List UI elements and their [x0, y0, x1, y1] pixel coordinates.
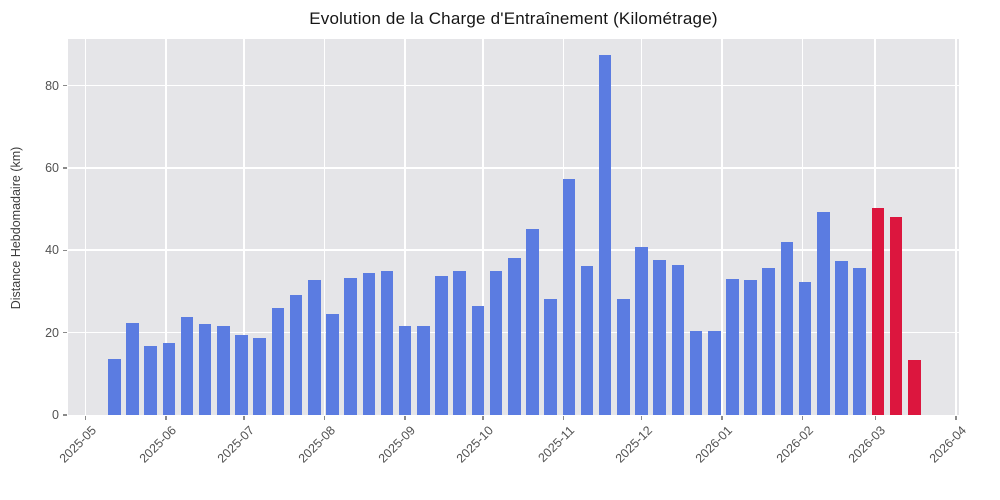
bar-week-2025-07-14	[271, 307, 285, 415]
x-tick-mark	[165, 416, 167, 420]
bar-week-2026-02-02	[798, 281, 812, 415]
bar-week-2025-09-22	[453, 271, 466, 415]
y-tick-mark	[63, 167, 67, 169]
gridline-y-60	[68, 167, 959, 169]
y-tick-label-60: 60	[45, 160, 59, 175]
bar-week-2025-11-17	[598, 55, 612, 415]
bar-week-2025-05-26	[144, 345, 157, 415]
chart-title: Evolution de la Charge d'Entraînement (K…	[309, 9, 718, 28]
x-tick-mark	[874, 416, 877, 420]
x-tick-label-2026-04: 2026-04	[926, 423, 970, 466]
y-tick-label-80: 80	[45, 78, 59, 93]
bar-week-2025-08-04	[326, 313, 339, 415]
gridline-y-40	[68, 249, 959, 252]
x-tick-mark	[801, 416, 804, 420]
gridline-x-2025-08	[323, 39, 326, 415]
y-tick-mark	[63, 331, 67, 334]
x-tick-mark	[955, 416, 957, 420]
bar-week-2025-06-30	[235, 335, 248, 415]
bar-week-2025-11-24	[617, 298, 630, 415]
bar-week-2025-09-29	[471, 306, 485, 415]
y-tick-mark	[63, 414, 67, 416]
y-tick-mark	[63, 249, 67, 252]
bar-week-2025-12-29	[707, 330, 721, 415]
x-tick-label-2025-08: 2025-08	[295, 423, 338, 466]
gridline-x-2025-07	[243, 39, 245, 415]
bar-week-2025-06-16	[198, 323, 212, 415]
x-tick-label-2025-11: 2025-11	[535, 423, 577, 465]
x-tick-label-2025-05: 2025-05	[56, 423, 99, 466]
y-tick-mark	[63, 84, 67, 87]
bar-week-2026-01-12	[744, 280, 757, 415]
x-tick-mark	[84, 416, 87, 420]
x-tick-label-2025-12: 2025-12	[612, 423, 655, 466]
bar-week-2025-07-21	[289, 295, 303, 415]
bar-week-2025-09-08	[417, 326, 430, 415]
x-tick-mark	[482, 416, 484, 420]
x-tick-label-2025-07: 2025-07	[214, 423, 258, 466]
bar-week-2026-02-16	[835, 260, 848, 415]
x-tick-mark	[243, 416, 245, 420]
bar-week-2025-10-20	[526, 228, 539, 415]
x-tick-mark	[404, 416, 406, 420]
bar-week-2026-03-02	[871, 207, 885, 415]
bar-week-2025-12-01	[635, 246, 648, 415]
x-tick-mark	[323, 416, 326, 420]
x-tick-mark	[562, 416, 565, 420]
bar-week-2025-11-10	[580, 266, 594, 415]
bar-week-2025-07-07	[253, 338, 266, 415]
bar-week-2025-12-22	[689, 331, 703, 415]
y-tick-label-0: 0	[52, 408, 59, 422]
x-tick-mark	[640, 416, 643, 420]
gridline-x-2025-05	[84, 39, 87, 415]
bar-week-2026-01-19	[762, 267, 776, 415]
gridline-x-2025-12	[640, 39, 643, 415]
bar-week-2025-05-19	[126, 322, 139, 415]
bar-week-2026-02-23	[853, 267, 866, 415]
y-axis-label: Distance Hebdomadaire (km)	[9, 146, 23, 310]
gridline-x-2026-04	[955, 39, 957, 415]
bar-week-2025-10-27	[544, 299, 557, 415]
x-tick-mark	[721, 416, 723, 420]
y-tick-label-20: 20	[45, 325, 59, 340]
bar-week-2025-08-18	[362, 272, 376, 415]
bar-week-2025-06-02	[162, 342, 176, 415]
bar-week-2025-11-03	[562, 178, 576, 415]
gridline-x-2025-06	[165, 39, 167, 415]
gridline-y-80	[68, 84, 959, 87]
gridline-x-2025-10	[482, 39, 484, 415]
bar-week-2026-01-26	[780, 242, 794, 415]
y-tick-label-40: 40	[45, 243, 59, 258]
x-tick-label-2025-09: 2025-09	[376, 423, 419, 466]
bar-week-2026-03-09	[889, 216, 903, 415]
x-tick-label-2025-10: 2025-10	[453, 423, 497, 466]
bar-week-2025-12-15	[671, 264, 685, 415]
bar-week-2025-10-06	[489, 271, 503, 415]
plot-area	[68, 39, 959, 415]
bar-week-2026-01-05	[726, 278, 739, 415]
bar-week-2025-06-09	[180, 317, 194, 415]
bar-week-2025-12-08	[653, 259, 666, 415]
x-tick-label-2026-01: 2026-01	[692, 423, 736, 466]
gridline-x-2026-01	[721, 39, 723, 415]
gridline-x-2026-02	[801, 39, 804, 415]
bar-week-2025-09-01	[398, 326, 412, 415]
bar-week-2025-06-23	[217, 325, 230, 415]
bar-week-2025-07-28	[307, 280, 321, 415]
bar-week-2025-05-12	[107, 359, 121, 415]
x-tick-label-2026-03: 2026-03	[846, 423, 889, 466]
x-tick-label-2026-02: 2026-02	[773, 423, 816, 466]
bar-week-2026-03-16	[907, 360, 921, 415]
bar-week-2026-02-09	[817, 211, 830, 415]
bar-week-2025-09-15	[435, 275, 448, 415]
bar-week-2025-08-11	[344, 278, 357, 415]
x-tick-label-2025-06: 2025-06	[137, 423, 180, 466]
gridline-x-2025-09	[404, 39, 406, 415]
bar-week-2025-08-25	[380, 271, 394, 415]
bar-week-2025-10-13	[507, 257, 521, 415]
